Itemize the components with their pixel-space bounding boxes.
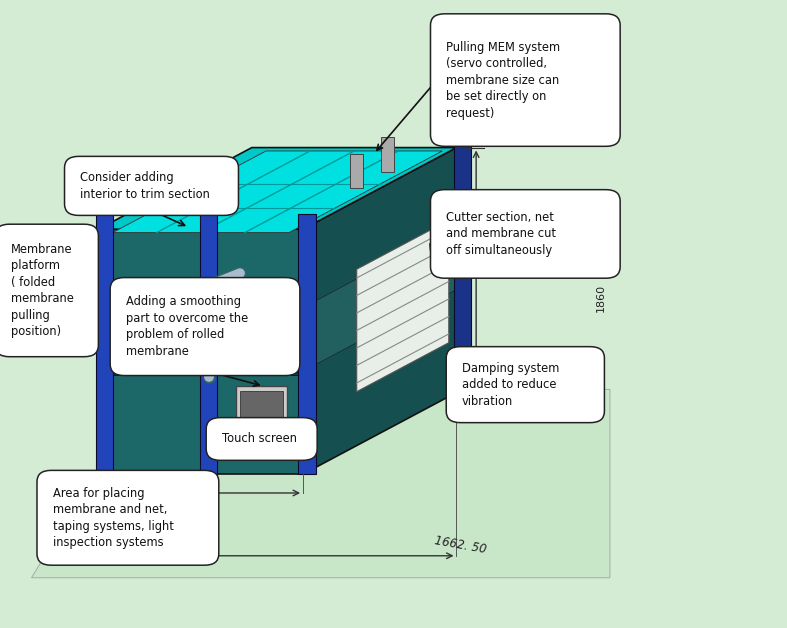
Text: 1860: 1860 bbox=[596, 284, 605, 312]
FancyBboxPatch shape bbox=[37, 470, 219, 565]
FancyBboxPatch shape bbox=[430, 190, 620, 278]
Polygon shape bbox=[357, 220, 449, 392]
FancyBboxPatch shape bbox=[110, 278, 300, 376]
FancyBboxPatch shape bbox=[381, 137, 394, 171]
FancyBboxPatch shape bbox=[206, 418, 317, 460]
FancyBboxPatch shape bbox=[430, 14, 620, 146]
Text: Pulling MEM system
(servo controlled,
membrane size can
be set directly on
reque: Pulling MEM system (servo controlled, me… bbox=[446, 41, 560, 119]
FancyBboxPatch shape bbox=[235, 438, 290, 445]
Polygon shape bbox=[31, 389, 610, 578]
FancyBboxPatch shape bbox=[298, 214, 316, 474]
Polygon shape bbox=[98, 367, 303, 375]
Polygon shape bbox=[98, 148, 456, 229]
Text: Touch screen: Touch screen bbox=[222, 433, 297, 445]
Polygon shape bbox=[98, 229, 303, 474]
FancyBboxPatch shape bbox=[236, 386, 287, 440]
FancyBboxPatch shape bbox=[240, 391, 283, 433]
Text: Adding a smoothing
part to overcome the
problem of rolled
membrane: Adding a smoothing part to overcome the … bbox=[126, 295, 248, 358]
Polygon shape bbox=[98, 308, 303, 371]
Polygon shape bbox=[303, 148, 456, 474]
FancyBboxPatch shape bbox=[0, 224, 98, 357]
Text: 1662. 50: 1662. 50 bbox=[434, 534, 487, 556]
FancyBboxPatch shape bbox=[65, 156, 238, 215]
Text: Consider adding
interior to trim section: Consider adding interior to trim section bbox=[80, 171, 210, 200]
Text: Cutter section, net
and membrane cut
off simultaneously: Cutter section, net and membrane cut off… bbox=[446, 211, 556, 257]
FancyBboxPatch shape bbox=[454, 132, 471, 392]
FancyBboxPatch shape bbox=[350, 153, 363, 188]
Polygon shape bbox=[98, 304, 303, 311]
Polygon shape bbox=[113, 151, 442, 232]
Polygon shape bbox=[303, 226, 456, 371]
Text: 3000: 3000 bbox=[264, 440, 294, 458]
FancyBboxPatch shape bbox=[200, 214, 217, 474]
Text: Damping system
added to reduce
vibration: Damping system added to reduce vibration bbox=[462, 362, 560, 408]
FancyBboxPatch shape bbox=[446, 347, 604, 423]
Text: Membrane
platform
( folded
membrane
pulling
position): Membrane platform ( folded membrane pull… bbox=[11, 242, 74, 338]
Text: Area for placing
membrane and net,
taping systems, light
inspection systems: Area for placing membrane and net, tapin… bbox=[53, 487, 174, 549]
FancyBboxPatch shape bbox=[96, 214, 113, 474]
